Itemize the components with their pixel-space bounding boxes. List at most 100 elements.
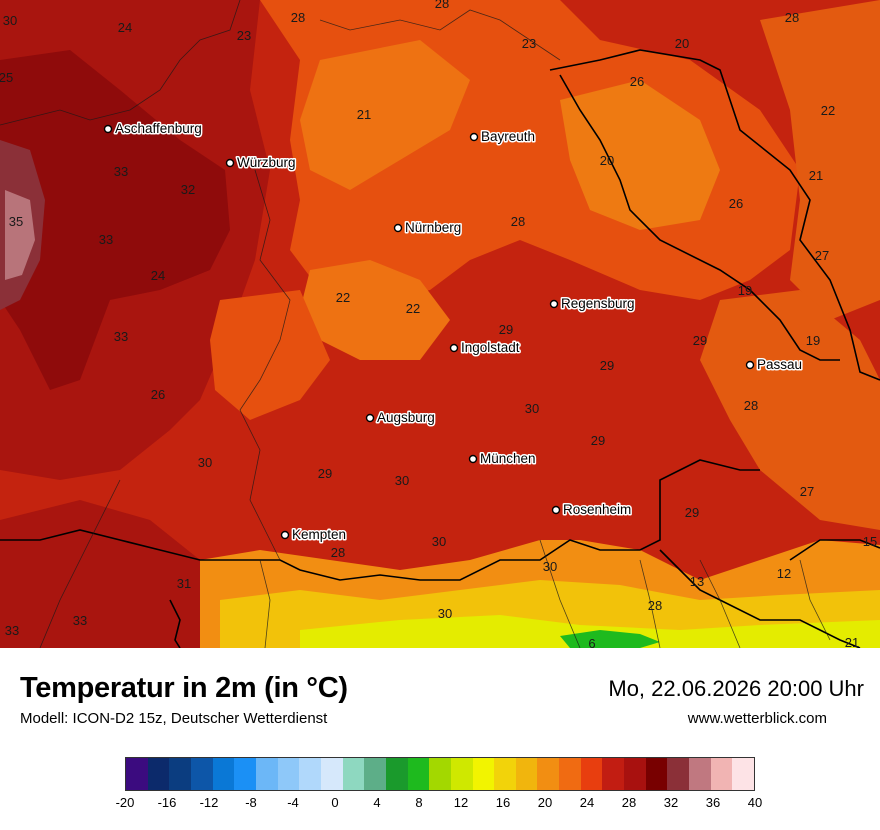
color-scale-tick-label: 24 xyxy=(579,795,595,810)
isotherm-label: 27 xyxy=(800,484,814,499)
cool-zone-east xyxy=(760,0,880,320)
color-scale-tick-label: 20 xyxy=(537,795,553,810)
city-dot xyxy=(468,454,478,464)
isotherm-label: 21 xyxy=(357,107,371,122)
color-scale-tick-label: 0 xyxy=(331,795,339,810)
color-scale-tick-label: 8 xyxy=(415,795,423,810)
city-dot xyxy=(469,132,479,142)
color-scale-legend xyxy=(125,757,755,791)
color-scale-tick-label: 32 xyxy=(663,795,679,810)
hot-zone-west-core xyxy=(0,50,230,390)
color-swatch xyxy=(689,758,711,790)
isotherm-label: 32 xyxy=(181,182,195,197)
color-swatch xyxy=(212,758,235,790)
isotherm-label: 30 xyxy=(3,13,17,28)
city-dot xyxy=(103,124,113,134)
city-label: München xyxy=(480,451,536,466)
isotherm-label: 30 xyxy=(395,473,409,488)
color-scale-tick-label: -20 xyxy=(115,795,135,810)
color-swatch xyxy=(602,758,625,790)
cool-zone-southeast xyxy=(700,290,880,530)
isotherm-label: 28 xyxy=(744,398,758,413)
color-swatch xyxy=(342,758,365,790)
color-swatch xyxy=(277,758,300,790)
city-dot xyxy=(280,530,290,540)
isotherm-label: 35 xyxy=(9,214,23,229)
isotherm-label: 29 xyxy=(591,433,605,448)
city-dot xyxy=(449,343,459,353)
city-markers: Aschaffenburg Würzburg Bayreuth Nürnberg Reg… xyxy=(103,120,804,544)
color-swatch xyxy=(147,758,170,790)
isotherm-labels: 30 24 28 23 28 23 20 28 25 26 22 21 20 21 33 32 26 35 28 27… xyxy=(0,0,877,648)
isotherm-label: 28 xyxy=(291,10,305,25)
city-rosenheim: Rosenheim xyxy=(551,501,633,519)
city-kempten: Kempten xyxy=(280,526,348,544)
isotherm-label: 6 xyxy=(588,636,595,648)
color-swatch xyxy=(624,758,646,790)
isotherm-label: 22 xyxy=(406,301,420,316)
city-bayreuth: Bayreuth xyxy=(469,128,537,146)
color-swatch xyxy=(450,758,473,790)
city-label: Rosenheim xyxy=(563,502,631,517)
isotherm-label: 29 xyxy=(685,505,699,520)
cool-zone-center xyxy=(300,260,450,360)
map-footer: Temperatur in 2m (in °C) Modell: ICON-D2… xyxy=(0,648,880,830)
temperature-map: 30 24 28 23 28 23 20 28 25 26 22 21 20 21 33 32 26 35 28 27… xyxy=(0,0,880,648)
city-mnchen: München xyxy=(468,450,537,468)
isotherm-label: 24 xyxy=(118,20,132,35)
isotherm-label: 29 xyxy=(318,466,332,481)
isotherm-label: 33 xyxy=(99,232,113,247)
isotherm-label: 30 xyxy=(525,401,539,416)
isotherm-label: 30 xyxy=(438,606,452,621)
color-swatch xyxy=(190,758,213,790)
color-scale-tick-label: 4 xyxy=(373,795,381,810)
cool-zone-north-core xyxy=(300,40,470,190)
city-label: Kempten xyxy=(292,527,346,542)
color-scale-tick-label: 28 xyxy=(621,795,637,810)
color-swatch xyxy=(472,758,495,790)
color-scale-tick-label: -8 xyxy=(245,795,257,810)
city-wrzburg: Würzburg xyxy=(225,154,297,172)
color-swatch xyxy=(667,758,690,790)
website-link[interactable]: www.wetterblick.com xyxy=(687,710,827,727)
color-scale-tick-label: 40 xyxy=(747,795,763,810)
city-label: Bayreuth xyxy=(481,129,535,144)
isotherm-label: 33 xyxy=(114,329,128,344)
city-label: Ingolstadt xyxy=(461,340,520,355)
state-borders xyxy=(0,0,831,648)
color-swatch xyxy=(320,758,343,790)
city-label: Regensburg xyxy=(561,296,635,311)
color-swatch xyxy=(537,758,560,790)
color-scale-tick-label: 16 xyxy=(495,795,511,810)
city-augsburg: Augsburg xyxy=(365,409,436,427)
isotherm-label: 29 xyxy=(693,333,707,348)
cool-zone-northeast xyxy=(560,80,720,230)
isotherm-label: 13 xyxy=(690,574,704,589)
isotherm-label: 30 xyxy=(432,534,446,549)
color-scale-tick-label: 36 xyxy=(705,795,721,810)
isotherm-label: 21 xyxy=(845,635,859,648)
isotherm-label: 33 xyxy=(5,623,19,638)
isotherm-label: 31 xyxy=(177,576,191,591)
isotherm-label: 23 xyxy=(237,28,251,43)
isotherm-label: 29 xyxy=(499,322,513,337)
city-dot xyxy=(393,223,403,233)
isotherm-label: 27 xyxy=(815,248,829,263)
map-title: Temperatur in 2m (in °C) xyxy=(20,672,348,704)
isotherm-label: 22 xyxy=(821,103,835,118)
city-passau: Passau xyxy=(745,356,804,374)
city-aschaffenburg: Aschaffenburg xyxy=(103,120,203,138)
isotherm-label: 28 xyxy=(511,214,525,229)
city-dot xyxy=(365,413,375,423)
isotherm-label: 28 xyxy=(331,545,345,560)
city-dot xyxy=(549,299,559,309)
cool-zone-west-band xyxy=(210,290,330,420)
color-swatch xyxy=(580,758,603,790)
color-swatch xyxy=(126,758,148,790)
country-borders xyxy=(0,49,880,648)
alpine-green-spot xyxy=(560,630,660,648)
isotherm-label: 28 xyxy=(648,598,662,613)
color-scale-tick-label: 12 xyxy=(453,795,469,810)
isotherm-label: 30 xyxy=(543,559,557,574)
city-dot xyxy=(551,505,561,515)
